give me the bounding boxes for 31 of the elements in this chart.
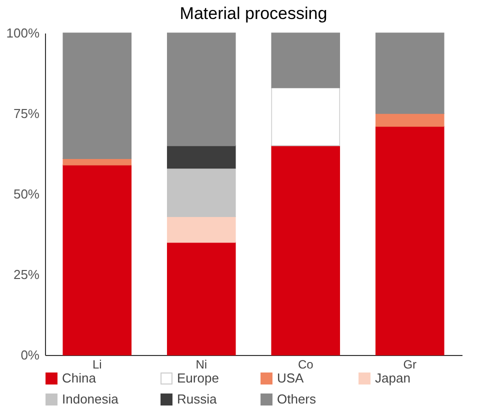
bar [271,145,340,356]
legend-label: USA [277,370,304,386]
bar [375,113,444,127]
legend-label: Japan [375,370,410,386]
legend-label: Russia [177,392,218,406]
y-tick-label: 100% [6,26,40,40]
bar [166,242,236,356]
bar [62,164,132,356]
bar [166,168,236,217]
bar [375,32,444,114]
x-tick-label: Ni [196,358,208,372]
y-tick-label: 25% [13,267,40,282]
legend-label: Indonesia [62,392,120,406]
bar [62,32,132,159]
bar [62,158,132,166]
y-tick-label: 75% [13,106,40,121]
bar [375,126,444,356]
chart-title: Material processing [180,4,328,23]
bar [166,216,236,243]
x-tick-label: Co [298,358,314,372]
bar [166,145,236,169]
bar [166,32,236,146]
y-tick-label: 50% [13,186,40,202]
legend-label: Europe [177,370,219,386]
bar [271,32,340,88]
x-tick-label: Gr [403,358,417,372]
legend-label: China [62,370,97,386]
bar [271,87,340,146]
y-tick-label: 0% [20,348,40,362]
legend-label: Others [277,392,317,406]
x-tick-label: Li [92,358,102,372]
